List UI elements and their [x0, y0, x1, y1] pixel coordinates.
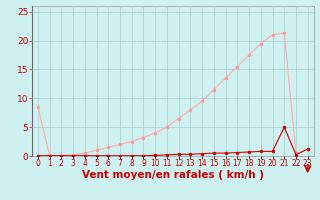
X-axis label: Vent moyen/en rafales ( km/h ): Vent moyen/en rafales ( km/h ): [82, 170, 264, 180]
